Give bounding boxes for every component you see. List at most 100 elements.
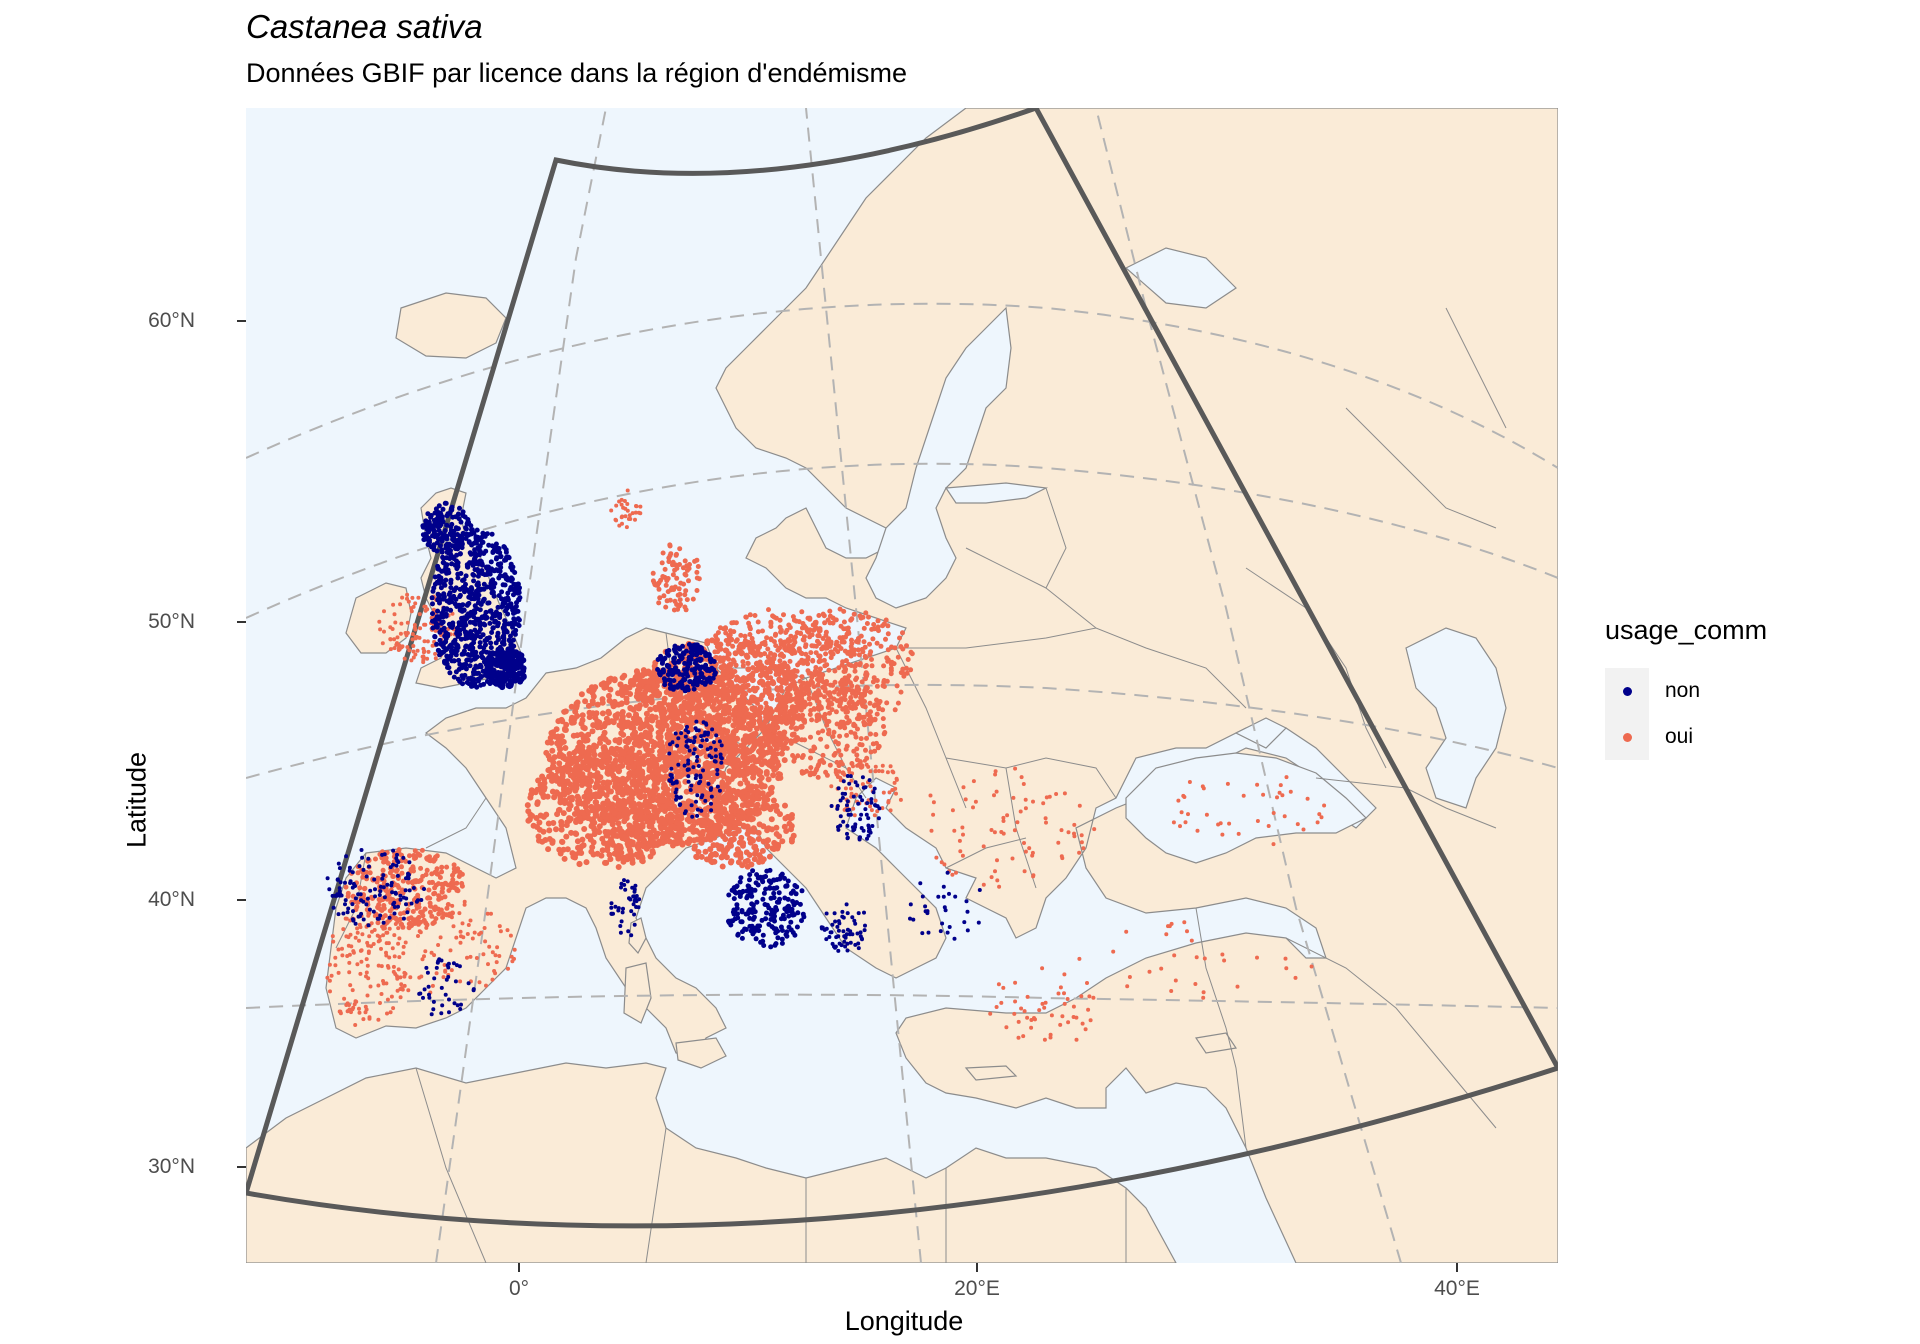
occurrence-point-oui xyxy=(421,646,426,651)
occurrence-point-oui xyxy=(428,896,433,901)
occurrence-point-oui xyxy=(328,989,332,994)
occurrence-point-oui xyxy=(750,754,757,760)
occurrence-point-oui xyxy=(768,757,775,764)
occurrence-point-oui xyxy=(610,772,617,779)
occurrence-point-oui xyxy=(422,622,427,627)
occurrence-point-oui xyxy=(597,788,604,794)
occurrence-point-oui xyxy=(769,696,775,702)
land-sardinia xyxy=(623,962,652,1024)
occurrence-point-oui xyxy=(719,863,726,870)
occurrence-point-oui xyxy=(578,850,585,856)
occurrence-point-oui xyxy=(575,769,582,775)
occurrence-point-oui xyxy=(1077,850,1082,855)
occurrence-point-oui xyxy=(554,790,561,797)
occurrence-point-oui xyxy=(388,1010,393,1015)
occurrence-point-oui xyxy=(1025,994,1030,999)
occurrence-point-oui xyxy=(721,689,727,694)
occurrence-point-oui xyxy=(723,630,729,636)
occurrence-point-oui xyxy=(784,736,790,742)
occurrence-point-oui xyxy=(764,704,770,710)
occurrence-point-oui xyxy=(358,971,363,976)
occurrence-point-oui xyxy=(650,578,656,584)
occurrence-point-oui xyxy=(625,719,632,726)
occurrence-point-oui xyxy=(791,635,797,641)
occurrence-point-oui xyxy=(638,755,645,762)
occurrence-point-oui xyxy=(667,597,673,603)
occurrence-point-oui xyxy=(652,768,658,775)
occurrence-point-oui xyxy=(589,844,596,851)
occurrence-point-oui xyxy=(450,903,455,908)
occurrence-point-oui xyxy=(802,699,808,705)
occurrence-point-oui xyxy=(578,691,585,698)
occurrence-point-oui xyxy=(858,764,863,769)
occurrence-point-oui xyxy=(590,839,597,846)
occurrence-point-oui xyxy=(396,847,402,853)
occurrence-point-oui xyxy=(713,706,720,713)
occurrence-point-oui xyxy=(960,825,965,830)
occurrence-point-oui xyxy=(643,808,650,815)
occurrence-point-oui xyxy=(413,627,418,632)
occurrence-point-oui xyxy=(449,915,454,920)
occurrence-point-oui xyxy=(886,799,891,803)
occurrence-point-oui xyxy=(787,674,793,680)
occurrence-point-oui xyxy=(842,680,848,686)
occurrence-point-oui xyxy=(1255,819,1260,823)
occurrence-point-oui xyxy=(1021,782,1026,786)
occurrence-point-oui xyxy=(885,623,891,629)
occurrence-point-oui xyxy=(494,960,499,965)
occurrence-point-oui xyxy=(546,756,553,763)
occurrence-point-oui xyxy=(634,687,641,694)
occurrence-point-oui xyxy=(836,775,840,779)
occurrence-point-oui xyxy=(786,622,792,628)
occurrence-point-oui xyxy=(843,666,848,672)
occurrence-point-oui xyxy=(594,701,601,708)
occurrence-point-oui xyxy=(1275,795,1279,800)
occurrence-point-oui xyxy=(1284,966,1289,971)
occurrence-point-oui xyxy=(844,631,850,637)
occurrence-point-oui xyxy=(876,628,881,634)
occurrence-point-oui xyxy=(613,517,618,522)
occurrence-point-oui xyxy=(794,688,800,694)
occurrence-point-oui xyxy=(1255,782,1260,787)
occurrence-point-oui xyxy=(466,923,471,927)
occurrence-point-oui xyxy=(379,992,384,996)
occurrence-point-oui xyxy=(390,874,396,879)
occurrence-point-oui xyxy=(803,644,808,650)
occurrence-point-oui xyxy=(717,843,723,850)
occurrence-point-oui xyxy=(588,778,594,785)
occurrence-point-oui xyxy=(770,772,777,779)
occurrence-point-oui xyxy=(838,623,844,629)
occurrence-point-oui xyxy=(439,889,445,895)
occurrence-point-oui xyxy=(771,740,776,746)
occurrence-point-oui xyxy=(377,619,382,624)
occurrence-point-oui xyxy=(752,613,758,618)
occurrence-point-oui xyxy=(716,801,723,807)
land-masses xyxy=(246,108,1558,1263)
occurrence-point-oui xyxy=(422,954,426,959)
occurrence-point-oui xyxy=(604,847,611,854)
occurrence-point-oui xyxy=(750,825,757,832)
occurrence-point-oui xyxy=(399,864,404,870)
occurrence-point-oui xyxy=(1315,820,1320,825)
occurrence-point-oui xyxy=(788,725,794,730)
occurrence-point-oui xyxy=(730,773,737,780)
occurrence-point-oui xyxy=(1018,809,1023,814)
occurrence-point-oui xyxy=(1023,806,1028,811)
occurrence-point-oui xyxy=(644,818,651,825)
occurrence-point-oui xyxy=(752,758,759,765)
occurrence-point-oui xyxy=(579,712,586,719)
occurrence-point-oui xyxy=(602,758,609,765)
occurrence-point-oui xyxy=(766,607,771,613)
occurrence-point-oui xyxy=(427,909,433,915)
occurrence-point-oui xyxy=(798,724,803,730)
occurrence-point-oui xyxy=(667,543,673,549)
occurrence-point-oui xyxy=(699,828,706,835)
occurrence-point-oui xyxy=(458,940,463,945)
occurrence-point-oui xyxy=(773,631,779,637)
occurrence-point-oui xyxy=(682,571,688,577)
occurrence-point-oui xyxy=(931,800,936,805)
occurrence-point-oui xyxy=(439,895,444,901)
occurrence-point-oui xyxy=(650,787,657,794)
occurrence-point-oui xyxy=(777,624,783,630)
occurrence-point-oui xyxy=(643,743,650,750)
